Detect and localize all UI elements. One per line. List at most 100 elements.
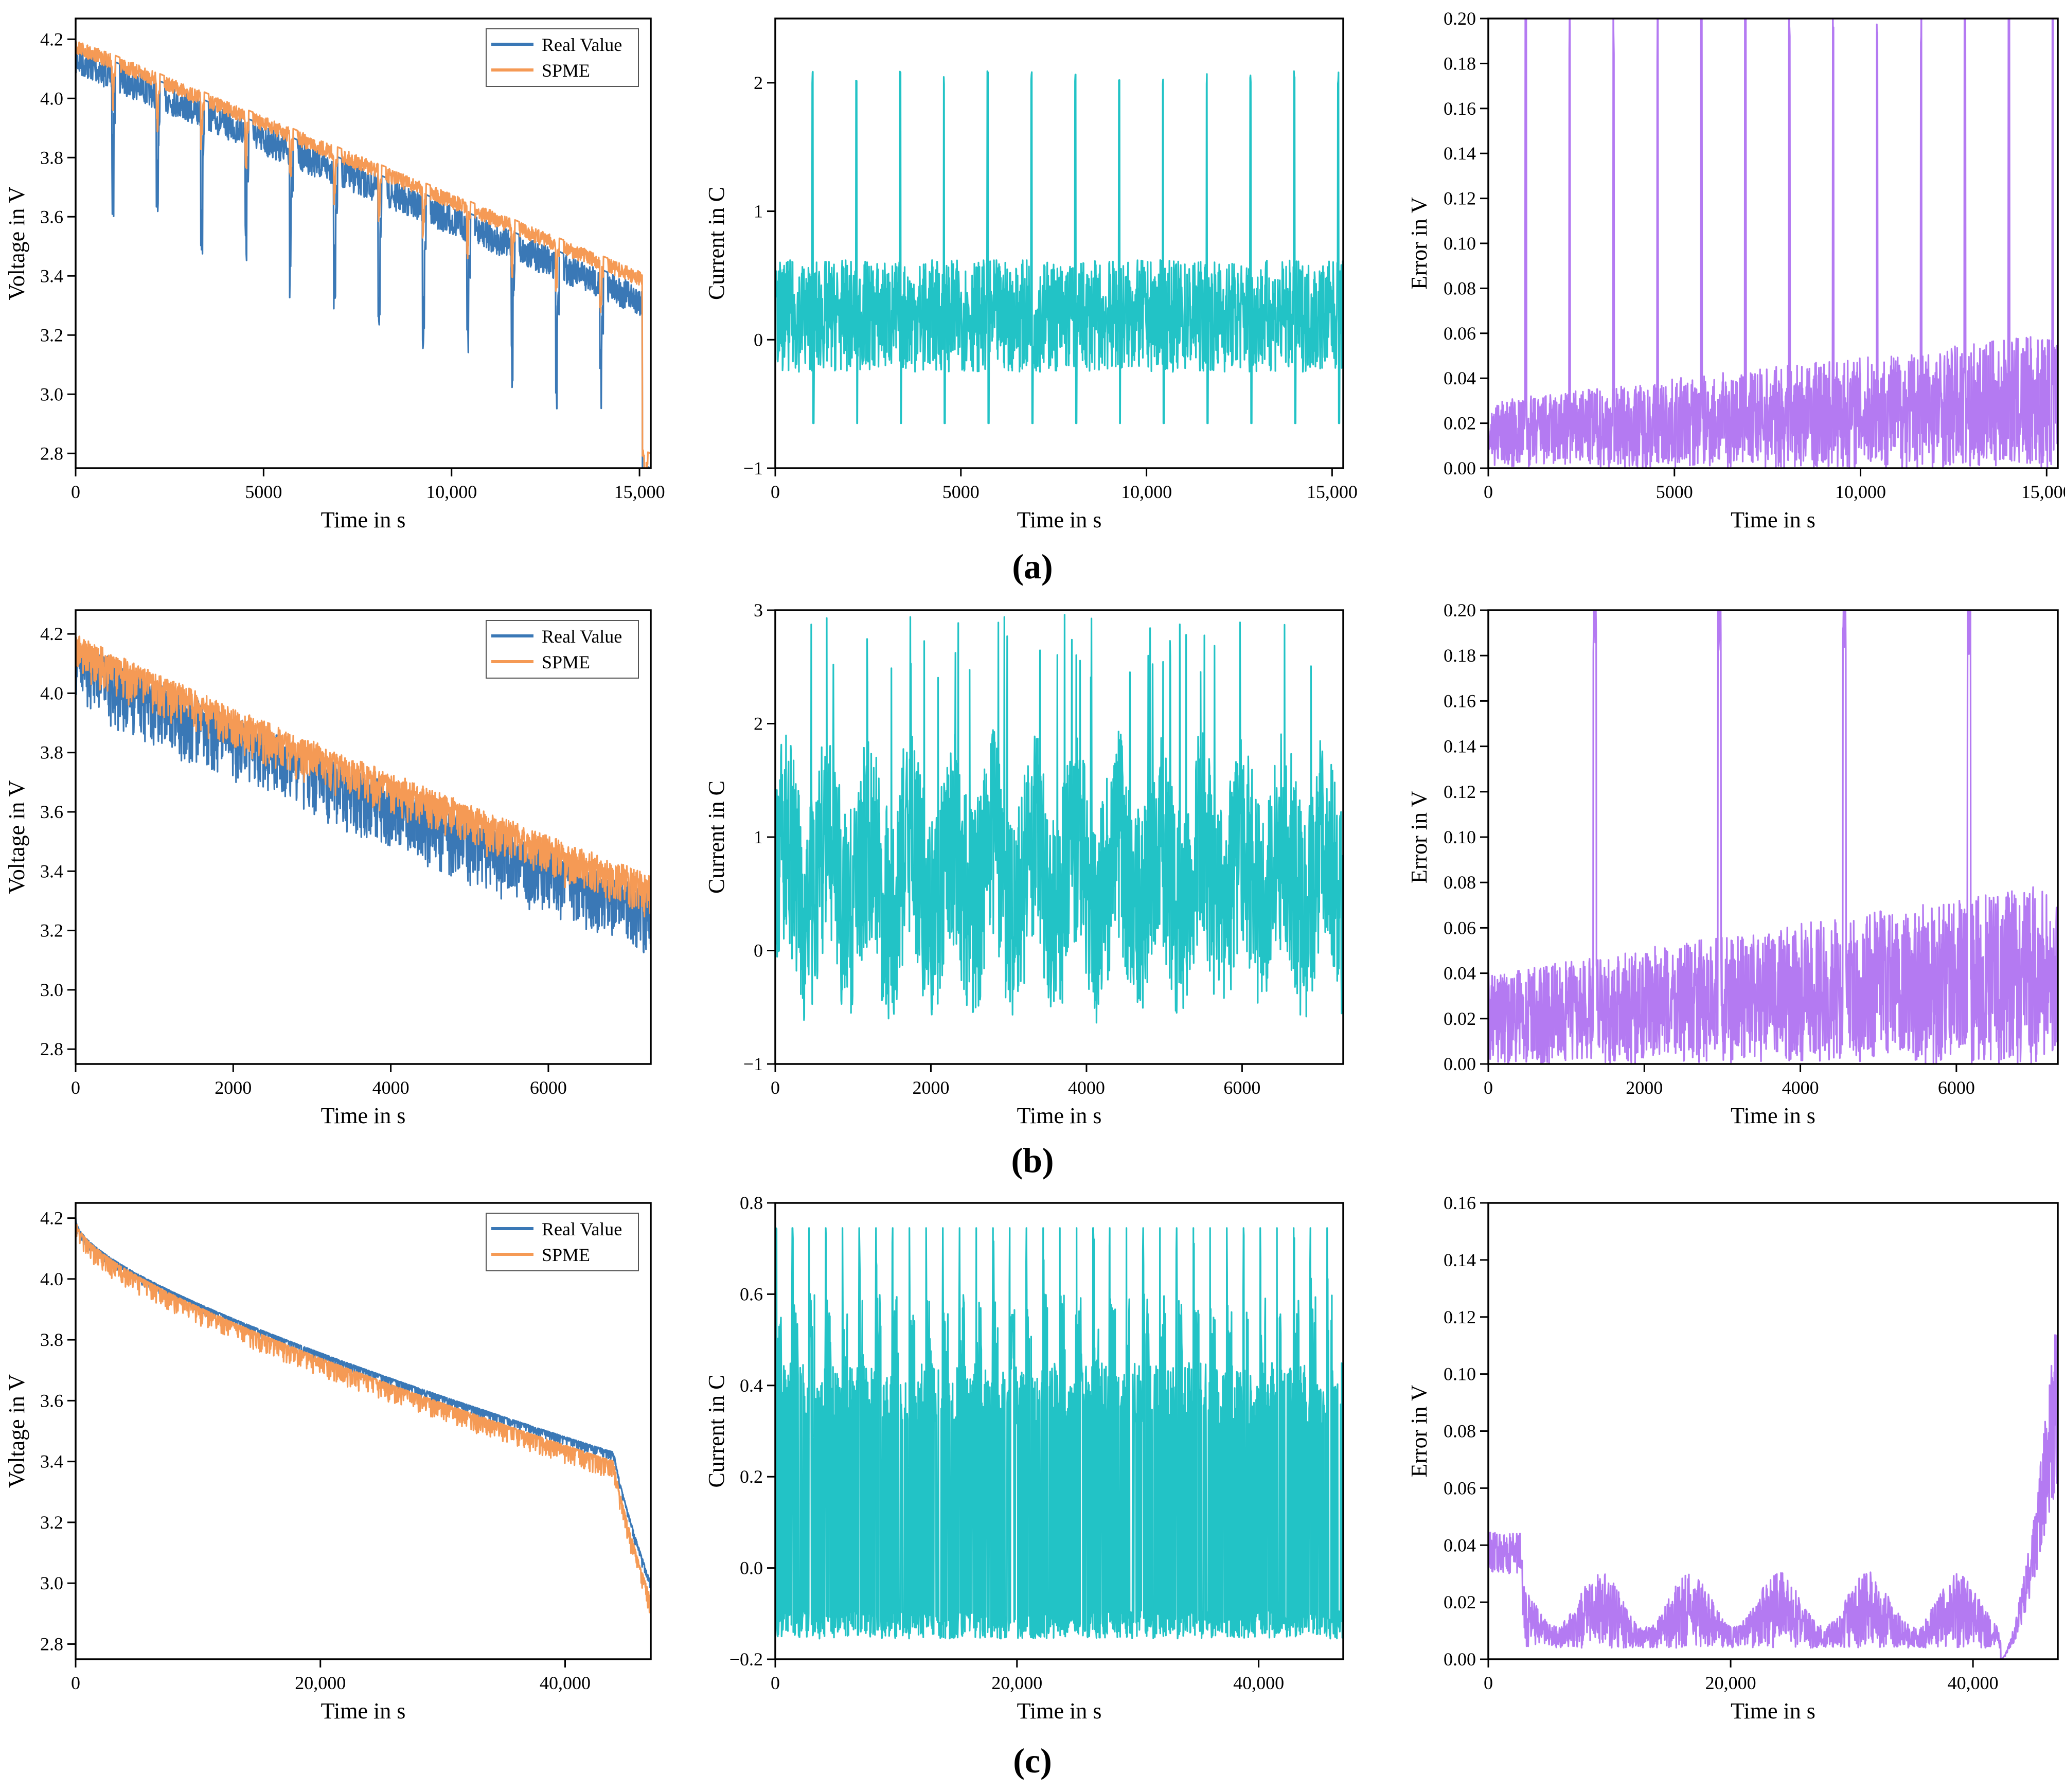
a-voltage-y-tick-label: 3.6 [40, 206, 63, 227]
b-voltage-series-spme [76, 635, 651, 918]
b-current-y-tick-label: 3 [754, 600, 763, 620]
c-error-x-tick-label: 0 [1484, 1673, 1493, 1693]
a-current-series-current [775, 70, 1343, 424]
figure-label-b: (b) [1011, 1141, 1054, 1180]
c-current-plot-frame [774, 1202, 1344, 1660]
b-voltage-y-tick-label: 4.0 [40, 683, 63, 703]
a-current-y-axis-label: Current in C [704, 187, 729, 300]
c-voltage-plot-frame [75, 1202, 652, 1660]
c-error-series-error [1488, 1334, 2058, 1659]
c-voltage-legend-entry: Real Value [542, 1219, 622, 1239]
a-voltage-y-tick-label: 2.8 [40, 443, 63, 464]
a-error-y-tick-label: 0.00 [1444, 458, 1476, 478]
a-current-x-axis-label: Time in s [1017, 507, 1102, 533]
a-voltage-y-tick-label: 4.2 [40, 29, 63, 49]
c-error-y-tick-label: 0.12 [1444, 1307, 1476, 1327]
a-current-y-tick-label: 1 [754, 201, 763, 222]
a-error-y-axis-label: Error in V [1407, 197, 1432, 290]
c-current-series-current [775, 1227, 1343, 1640]
b-voltage-x-tick-label: 4000 [372, 1077, 410, 1098]
b-voltage-plot-frame [75, 609, 652, 1065]
c-error-y-tick-label: 0.00 [1444, 1649, 1476, 1670]
a-current-x-tick-label: 10,000 [1121, 482, 1172, 502]
a-error-y-tick-label: 0.16 [1444, 98, 1476, 119]
b-current-y-axis-label: Current in C [704, 780, 729, 894]
a-voltage-series-spme [76, 41, 651, 468]
b-voltage-x-axis-label: Time in s [321, 1103, 406, 1128]
chart-b-voltage: 0 2000 4000 6000 2.8 3.0 3.2 3.4 3.6 3.8 4.0 4.2 Tim… [4, 609, 652, 1128]
c-error-y-tick-label: 0.06 [1444, 1478, 1476, 1498]
b-voltage-y-tick-label: 2.8 [40, 1039, 63, 1059]
b-error-y-tick-label: 0.00 [1444, 1054, 1476, 1074]
c-current-x-tick-label: 20,000 [991, 1673, 1042, 1693]
c-voltage-legend: Real Value SPME [486, 1213, 639, 1271]
c-voltage-legend-entry: SPME [542, 1245, 590, 1265]
b-error-y-tick-label: 0.12 [1444, 782, 1476, 802]
c-voltage-x-axis-label: Time in s [321, 1698, 406, 1724]
a-voltage-y-tick-label: 3.0 [40, 384, 63, 404]
c-error-y-tick-label: 0.08 [1444, 1421, 1476, 1442]
a-voltage-plot-frame [75, 17, 652, 469]
figure-label-c: (c) [1013, 1741, 1052, 1780]
b-error-x-tick-label: 6000 [1938, 1077, 1975, 1098]
b-error-y-tick-label: 0.20 [1444, 600, 1476, 620]
c-voltage-y-axis-label: Voltage in V [4, 1374, 29, 1488]
b-voltage-x-tick-label: 0 [71, 1077, 80, 1098]
a-voltage-x-axis-label: Time in s [321, 507, 406, 533]
b-error-y-tick-label: 0.02 [1444, 1008, 1476, 1029]
b-error-y-tick-label: 0.08 [1444, 872, 1476, 893]
c-voltage-y-tick-label: 3.4 [40, 1451, 63, 1472]
chart-a-current: 0 5000 10,000 15,000 −1 0 1 2 Time in s Current i… [704, 17, 1358, 533]
a-error-y-tick-label: 0.02 [1444, 413, 1476, 434]
a-voltage-x-tick-label: 5000 [245, 482, 282, 502]
a-voltage-legend-box [486, 28, 639, 87]
figure-label-a: (a) [1012, 547, 1053, 586]
b-error-y-tick-label: 0.04 [1444, 963, 1476, 984]
c-error-x-axis-label: Time in s [1731, 1698, 1815, 1724]
a-error-y-tick-label: 0.10 [1444, 233, 1476, 254]
b-voltage-y-tick-label: 3.6 [40, 802, 63, 822]
b-voltage-legend-box [486, 620, 639, 679]
b-error-y-tick-label: 0.18 [1444, 645, 1476, 666]
a-error-x-tick-label: 10,000 [1835, 482, 1886, 502]
b-error-x-tick-label: 2000 [1626, 1077, 1663, 1098]
b-voltage-legend-entry: Real Value [542, 626, 622, 647]
c-current-x-axis-label: Time in s [1017, 1698, 1102, 1724]
a-current-plot-frame [774, 17, 1344, 469]
a-error-x-axis-label: Time in s [1731, 507, 1815, 533]
a-error-y-tick-label: 0.18 [1444, 53, 1476, 74]
c-current-y-tick-label: 0.6 [740, 1284, 763, 1304]
b-error-y-tick-label: 0.06 [1444, 917, 1476, 938]
c-current-y-tick-label: 0.0 [740, 1558, 763, 1578]
c-error-y-tick-label: 0.14 [1444, 1250, 1476, 1270]
a-current-y-tick-label: 0 [754, 329, 763, 350]
chart-a-error: 0 5000 10,000 15,000 0.00 0.02 0.04 0.06 0.08 0.1… [1407, 8, 2065, 533]
a-voltage-y-tick-label: 4.0 [40, 88, 63, 109]
c-voltage-y-tick-label: 3.2 [40, 1512, 63, 1533]
b-voltage-legend: Real Value SPME [486, 620, 639, 679]
a-error-y-tick-label: 0.06 [1444, 323, 1476, 344]
c-error-y-axis-label: Error in V [1407, 1385, 1432, 1477]
c-current-y-axis-label: Current in C [704, 1375, 729, 1488]
b-voltage-y-tick-label: 3.4 [40, 861, 63, 881]
c-voltage-legend-box [486, 1213, 639, 1271]
b-current-x-tick-label: 0 [771, 1077, 780, 1098]
c-error-y-tick-label: 0.16 [1444, 1193, 1476, 1213]
b-voltage-legend-entry: SPME [542, 652, 590, 672]
a-voltage-x-tick-label: 0 [71, 482, 80, 502]
c-voltage-y-tick-label: 3.8 [40, 1329, 63, 1350]
chart-a-voltage: 0 5000 10,000 15,000 2.8 3.0 3.2 3.4 3.6 3.8 4.0 4.… [4, 17, 665, 533]
b-voltage-y-axis-label: Voltage in V [4, 780, 29, 894]
b-error-y-axis-label: Error in V [1407, 791, 1432, 883]
chart-c-error: 0 20,000 40,000 0.00 0.02 0.04 0.06 0.08 0.10 0.1… [1407, 1193, 2059, 1724]
b-error-y-tick-label: 0.10 [1444, 827, 1476, 847]
c-voltage-y-tick-label: 4.0 [40, 1269, 63, 1289]
c-voltage-y-tick-label: 2.8 [40, 1634, 63, 1654]
c-voltage-series-spme [76, 1224, 651, 1613]
b-error-x-tick-label: 4000 [1782, 1077, 1819, 1098]
a-voltage-y-axis-label: Voltage in V [4, 186, 29, 300]
b-current-y-tick-label: 2 [754, 714, 763, 734]
c-error-y-tick-label: 0.10 [1444, 1364, 1476, 1385]
a-voltage-y-tick-label: 3.4 [40, 265, 63, 286]
